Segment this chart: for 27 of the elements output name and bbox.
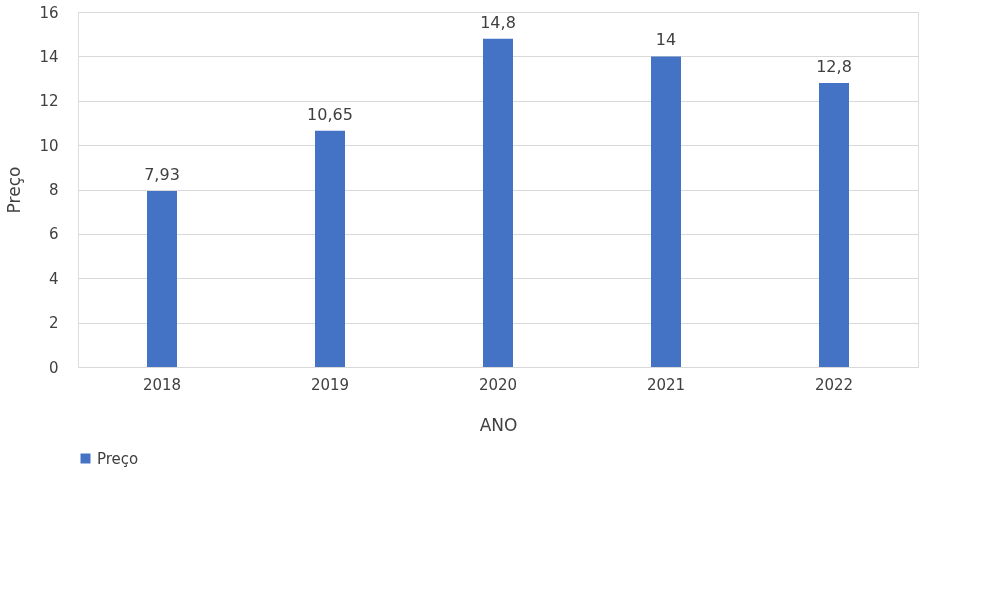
- data-label: 14: [655, 30, 677, 50]
- x-tick-label: 2020: [478, 375, 518, 394]
- y-tick-label: 14: [39, 47, 59, 66]
- bar: [315, 130, 345, 367]
- bar: [819, 83, 849, 367]
- y-tick-label: 16: [39, 3, 59, 22]
- y-tick-label: 2: [48, 314, 59, 333]
- data-label: 12,8: [816, 57, 852, 76]
- x-tick-label: 2022: [814, 375, 854, 394]
- data-label: 14,8: [480, 12, 516, 32]
- x-tick-label: 2021: [646, 375, 686, 394]
- x-tick-label: 2019: [310, 375, 350, 394]
- data-label: 7,93: [144, 165, 180, 185]
- x-tick-label: 2018: [142, 375, 182, 394]
- bar: [651, 56, 681, 367]
- y-tick-label: 4: [48, 269, 59, 288]
- bar: [147, 191, 177, 367]
- legend-label: Preço: [97, 449, 139, 468]
- y-axis-title: Preço: [4, 166, 25, 214]
- x-axis-title: ANO: [479, 414, 518, 435]
- y-tick-label: 12: [39, 92, 59, 111]
- y-tick-label: 0: [48, 358, 59, 377]
- bar: [483, 38, 513, 367]
- y-tick-label: 8: [48, 181, 59, 199]
- y-tick-label: 6: [48, 225, 59, 244]
- y-tick-label: 10: [39, 136, 59, 155]
- data-label: 10,65: [307, 104, 353, 124]
